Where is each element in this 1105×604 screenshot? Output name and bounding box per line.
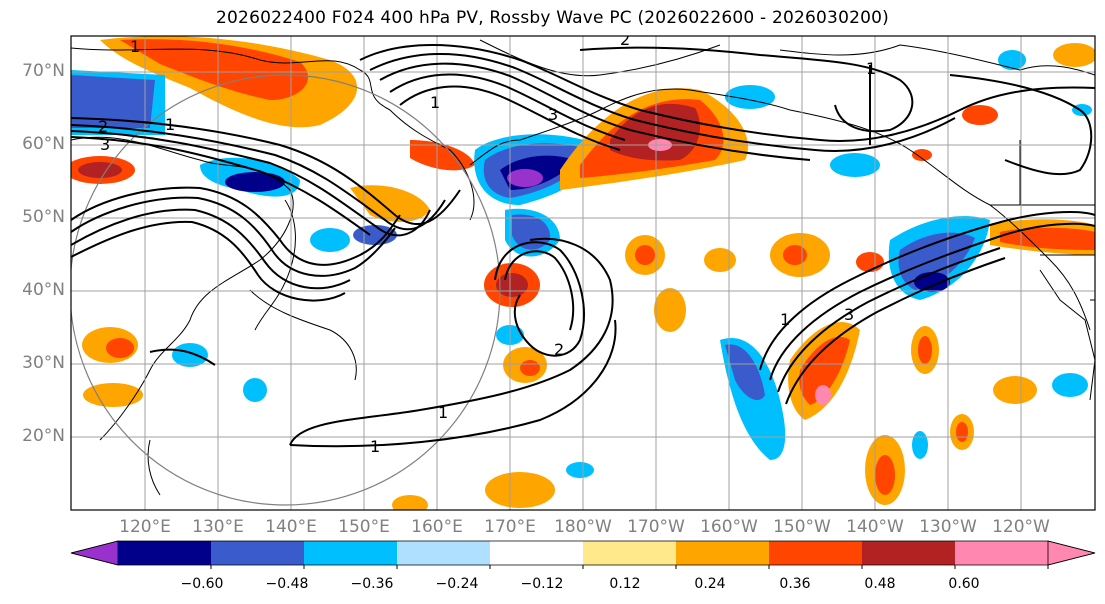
pv-anomaly-fills <box>71 36 1095 510</box>
lon-label: 150°E <box>338 517 390 537</box>
contour-label: 1 <box>430 93 440 112</box>
colorbar-under-extension <box>70 540 119 566</box>
contour-label: 1 <box>370 437 380 456</box>
lon-label: 150°W <box>773 517 831 537</box>
colorbar-bin <box>211 541 305 565</box>
coastlines <box>71 39 1095 496</box>
colorbar-tick-label: −0.36 <box>350 576 394 592</box>
lon-label: 140°W <box>846 517 904 537</box>
colorbar-bin <box>955 541 1049 565</box>
lon-label: 120°W <box>992 517 1050 537</box>
map-frame <box>70 35 1096 511</box>
graticule <box>71 36 1095 510</box>
colorbar-bin <box>769 541 863 565</box>
colorbar-bin <box>490 541 584 565</box>
lon-label: 180°W <box>554 517 612 537</box>
contour-label: 1 <box>165 115 175 134</box>
contour-label: 2 <box>620 30 630 49</box>
colorbar-bin <box>304 541 398 565</box>
lon-label: 130°E <box>192 517 244 537</box>
lon-label: 170°W <box>627 517 685 537</box>
colorbar-tick-label: −0.48 <box>265 576 309 592</box>
contour-label: 2 <box>98 117 108 136</box>
lat-label: 50°N <box>22 207 65 227</box>
contour-label: 3 <box>844 305 854 324</box>
lon-label: 170°E <box>484 517 536 537</box>
lon-label: 120°E <box>119 517 171 537</box>
colorbar-over-extension <box>1047 540 1096 566</box>
lon-label: 140°E <box>265 517 317 537</box>
contour-label: 2 <box>554 340 564 359</box>
colorbar <box>70 540 1096 569</box>
contour-label: 3 <box>100 135 110 154</box>
contour-label: 1 <box>866 59 876 78</box>
rwpc-contours <box>71 44 1095 448</box>
contour-label: 1 <box>130 37 140 56</box>
colorbar-frame <box>70 540 1096 566</box>
colorbar-bin <box>676 541 770 565</box>
colorbar-bin <box>583 541 677 565</box>
colorbar-bin <box>862 541 956 565</box>
lat-label: 70°N <box>22 61 65 81</box>
lon-label: 160°W <box>700 517 758 537</box>
contour-label-group: 2 1 1 2 3 1 1 2 3 1 1 3 1 <box>98 30 876 456</box>
lon-label: 160°E <box>411 517 463 537</box>
colorbar-bin <box>118 541 212 565</box>
lon-label: 130°W <box>919 517 977 537</box>
colorbar-bin <box>397 541 491 565</box>
colorbar-tick-label: 0.36 <box>779 576 811 592</box>
colorbar-tick-label: 0.48 <box>864 576 896 592</box>
lat-label: 20°N <box>22 426 65 446</box>
lat-label: 60°N <box>22 134 65 154</box>
colorbar-tick-label: 0.60 <box>948 576 980 592</box>
contour-label: 3 <box>548 105 558 124</box>
contour-label: 1 <box>780 310 790 329</box>
lat-label: 30°N <box>22 353 65 373</box>
colorbar-tick-label: −0.24 <box>435 576 479 592</box>
colorbar-tick-label: −0.12 <box>520 576 564 592</box>
radius-circle <box>71 74 501 506</box>
figure-title: 2026022400 F024 400 hPa PV, Rossby Wave … <box>216 8 889 28</box>
colorbar-tick-label: −0.60 <box>180 576 224 592</box>
colorbar-tick-label: 0.12 <box>609 576 641 592</box>
contour-label: 1 <box>438 403 448 422</box>
lat-label: 40°N <box>22 280 65 300</box>
colorbar-tick-label: 0.24 <box>694 576 726 592</box>
